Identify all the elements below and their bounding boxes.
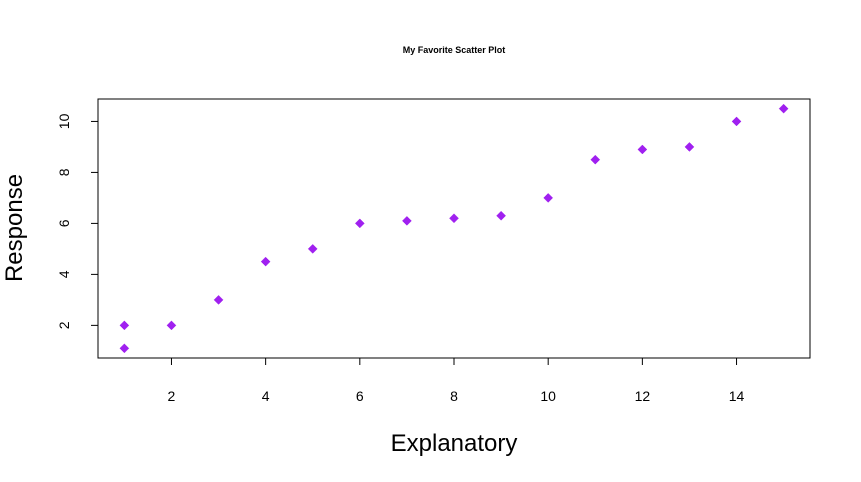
y-tick-label: 2 [56,321,72,329]
y-tick-label: 8 [56,168,72,176]
scatter-point [496,210,506,221]
scatter-point [213,295,224,305]
x-tick-label: 4 [262,388,270,404]
scatter-point [307,244,318,254]
scatter-point [637,144,648,155]
scatter-point [260,256,271,267]
scatter-point [778,103,789,114]
scatter-point [684,142,695,152]
x-tick-label: 10 [540,388,556,404]
scatter-point [354,218,365,229]
scatter-point [402,215,412,226]
data-points [119,103,789,354]
x-tick-label: 12 [635,388,651,404]
y-tick-label: 10 [56,113,72,129]
y-tick-label: 4 [56,270,72,278]
y-axis-label: Response [1,174,28,282]
x-axis: 2 4 6 8 10 12 14 [168,357,745,404]
scatter-point [590,154,601,165]
x-axis-label: Explanatory [391,430,518,457]
chart-title: My Favorite Scatter Plot [403,45,506,55]
scatter-point [449,213,459,224]
scatter-point [543,193,554,203]
plot-area-border [97,98,811,359]
x-tick-label: 6 [356,388,364,404]
scatter-point [166,320,177,331]
x-tick-label: 8 [450,388,458,404]
y-tick-label: 6 [56,219,72,227]
x-tick-label: 14 [729,388,745,404]
scatter-point [119,343,130,354]
y-axis: 2 4 6 8 10 [56,113,99,329]
scatter-point [731,116,742,127]
scatter-point [119,320,130,331]
x-tick-label: 2 [168,388,176,404]
